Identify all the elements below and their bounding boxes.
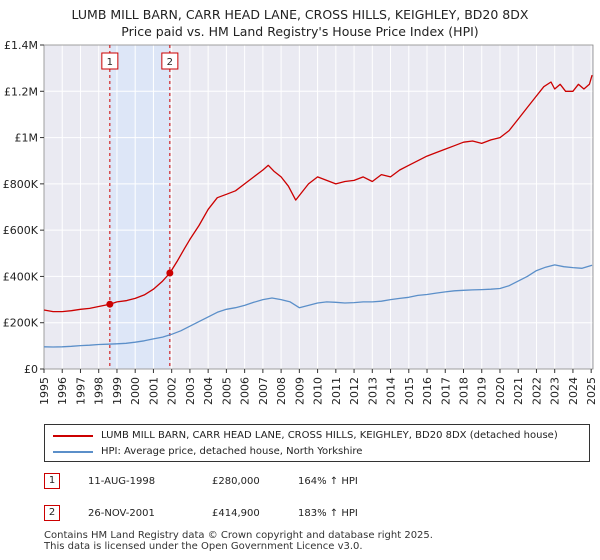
y-tick-label: £1.2M xyxy=(4,85,38,98)
x-tick-label: 2022 xyxy=(530,377,543,405)
x-tick-label: 2002 xyxy=(166,377,179,405)
sale-date-lines xyxy=(109,45,171,369)
legend-hpi-label: HPI: Average price, detached house, Nort… xyxy=(101,446,363,457)
x-axis: 1995 1996 1997 1998 1999 2000 2001 2002 2003 2004… xyxy=(38,369,598,405)
x-tick-label: 2015 xyxy=(403,377,416,405)
x-tick-label: 1996 xyxy=(56,377,69,405)
y-tick-label: £1.4M xyxy=(4,39,38,52)
x-tick-label: 2019 xyxy=(476,377,489,405)
plot-border xyxy=(43,44,594,370)
x-tick-label: 1997 xyxy=(74,377,87,405)
y-axis: £0 £200K £400K £600K £800K £1M £1.2M £1.4M xyxy=(3,39,44,376)
x-tick-label: 2003 xyxy=(184,377,197,405)
chart-title: LUMB MILL BARN, CARR HEAD LANE, CROSS HI… xyxy=(71,7,529,22)
transaction-price: £414,900 xyxy=(212,508,260,519)
x-tick-label: 2005 xyxy=(220,377,233,405)
footer: Contains HM Land Registry data © Crown c… xyxy=(44,530,433,552)
sale-label: 1 xyxy=(107,57,113,68)
x-tick-label: 2006 xyxy=(239,377,252,405)
x-tick-label: 2009 xyxy=(293,377,306,405)
legend-hpi-swatch xyxy=(53,451,93,453)
y-tick-label: £1M xyxy=(15,132,39,145)
y-tick-label: £800K xyxy=(3,178,39,191)
sale-label-box xyxy=(101,52,119,70)
transaction-number-badge: 2 xyxy=(44,505,60,521)
footer-copyright: Contains HM Land Registry data © Crown c… xyxy=(44,530,433,541)
sale-point xyxy=(106,300,114,308)
x-tick-label: 2001 xyxy=(147,377,160,405)
x-tick-label: 2023 xyxy=(549,377,562,405)
x-tick-label: 2014 xyxy=(385,377,398,405)
legend-property-label: LUMB MILL BARN, CARR HEAD LANE, CROSS HI… xyxy=(101,430,558,441)
x-tick-label: 2010 xyxy=(312,377,325,405)
x-tick-label: 2012 xyxy=(348,377,361,405)
chart-subtitle: Price paid vs. HM Land Registry's House … xyxy=(121,24,479,39)
x-tick-label: 2020 xyxy=(494,377,507,405)
y-tick-label: £0 xyxy=(24,363,38,376)
x-tick-label: 2013 xyxy=(366,377,379,405)
x-tick-label: 2011 xyxy=(330,377,343,405)
x-tick-label: 1998 xyxy=(93,377,106,405)
x-tick-label: 2004 xyxy=(202,377,215,405)
x-tick-label: 2008 xyxy=(275,377,288,405)
legend: LUMB MILL BARN, CARR HEAD LANE, CROSS HI… xyxy=(44,424,590,462)
x-tick-label: 2018 xyxy=(458,377,471,405)
sale-point xyxy=(166,269,174,277)
sale-label-box xyxy=(161,52,179,70)
x-tick-label: 2000 xyxy=(129,377,142,405)
y-tick-label: £200K xyxy=(3,317,39,330)
footer-licence: This data is licensed under the Open Gov… xyxy=(44,541,363,552)
series-lines xyxy=(43,74,593,348)
x-tick-label: 2016 xyxy=(421,377,434,405)
legend-property-swatch xyxy=(53,435,93,437)
transaction-number-badge: 1 xyxy=(44,473,60,489)
transaction-hpi-change: 164% ↑ HPI xyxy=(298,476,358,487)
x-tick-label: 2024 xyxy=(567,377,580,405)
ownership-period-shade xyxy=(109,45,170,369)
gridlines xyxy=(43,44,594,370)
transaction-price: £280,000 xyxy=(212,476,260,487)
x-tick-label: 1995 xyxy=(38,377,51,405)
property-series-line xyxy=(43,74,593,313)
x-tick-label: 2021 xyxy=(512,377,525,405)
x-tick-label: 1999 xyxy=(111,377,124,405)
transaction-hpi-change: 183% ↑ HPI xyxy=(298,508,358,519)
x-tick-label: 2025 xyxy=(585,377,598,405)
hpi-series-line xyxy=(43,264,593,348)
transaction-date: 11-AUG-1998 xyxy=(88,476,156,487)
x-tick-label: 2007 xyxy=(257,377,270,405)
transaction-date: 26-NOV-2001 xyxy=(88,508,155,519)
y-tick-label: £600K xyxy=(3,224,39,237)
y-tick-label: £400K xyxy=(3,270,39,283)
x-tick-label: 2017 xyxy=(439,377,452,405)
sale-label: 2 xyxy=(167,57,173,68)
